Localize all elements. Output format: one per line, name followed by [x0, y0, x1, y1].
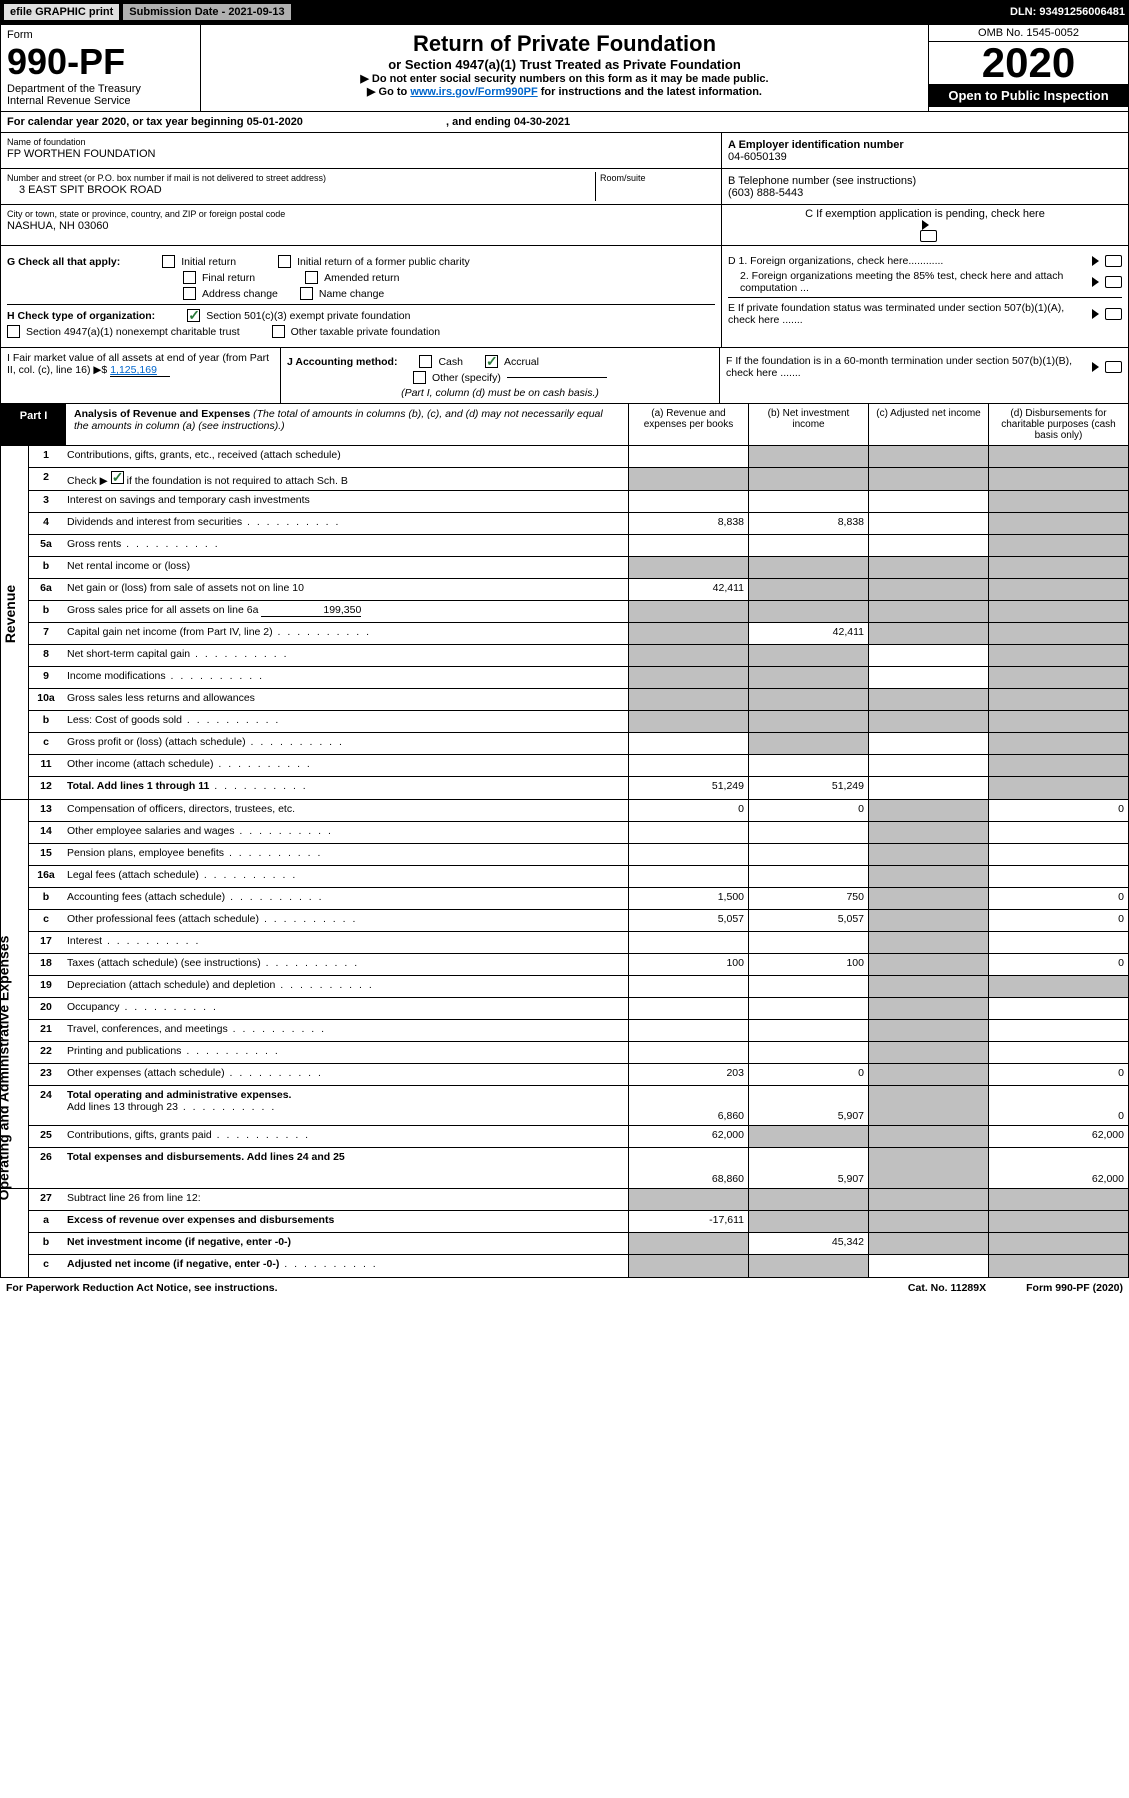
checkbox-address[interactable] [183, 287, 196, 300]
phone-row: B Telephone number (see instructions) (6… [722, 169, 1128, 205]
check-left: G Check all that apply: Initial return I… [1, 246, 721, 347]
city-state-zip: NASHUA, NH 03060 [7, 220, 109, 232]
page-footer: For Paperwork Reduction Act Notice, see … [0, 1278, 1129, 1298]
checkbox-initial-former[interactable] [278, 255, 291, 268]
expenses-tab: Operating and Administrative Expenses [1, 800, 29, 1188]
dept2: Internal Revenue Service [7, 95, 194, 107]
col-a-hdr: (a) Revenue and expenses per books [628, 404, 748, 445]
fmv-section: I Fair market value of all assets at end… [0, 348, 1129, 404]
checkbox-e[interactable] [1105, 308, 1122, 320]
checkbox-501c3[interactable] [187, 309, 200, 322]
revenue-rows: 1Contributions, gifts, grants, etc., rec… [29, 446, 1128, 799]
checkbox-f[interactable] [1105, 361, 1122, 373]
tax-year: 2020 [929, 42, 1128, 84]
checkbox-c[interactable] [920, 230, 937, 242]
check-right: D 1. Foreign organizations, check here..… [721, 246, 1128, 347]
checkbox-schb[interactable] [111, 471, 124, 484]
form-header: Form 990-PF Department of the Treasury I… [0, 24, 1129, 112]
foundation-name-row: Name of foundation FP WORTHEN FOUNDATION [1, 133, 721, 169]
checkbox-cash[interactable] [419, 355, 432, 368]
dln: DLN: 93491256006481 [1010, 6, 1125, 18]
top-bar: efile GRAPHIC print Submission Date - 20… [0, 0, 1129, 24]
dept1: Department of the Treasury [7, 83, 194, 95]
efile-badge: efile GRAPHIC print [4, 4, 119, 20]
irs-link[interactable]: www.irs.gov/Form990PF [410, 86, 537, 98]
part1-header: Part I Analysis of Revenue and Expenses … [0, 404, 1129, 446]
column-headers: (a) Revenue and expenses per books (b) N… [628, 404, 1128, 445]
arrow-icon [1092, 277, 1099, 287]
ein-row: A Employer identification number 04-6050… [722, 133, 1128, 169]
h-row: H Check type of organization: Section 50… [7, 304, 715, 322]
part-description: Analysis of Revenue and Expenses (The to… [66, 404, 628, 445]
checkbox-other-method[interactable] [413, 371, 426, 384]
fmv-right: F If the foundation is in a 60-month ter… [719, 348, 1128, 403]
form-title: Return of Private Foundation [211, 31, 918, 57]
checkbox-d1[interactable] [1105, 255, 1122, 267]
open-inspection: Open to Public Inspection [929, 84, 1128, 107]
meta-right: A Employer identification number 04-6050… [721, 133, 1128, 245]
col-b-hdr: (b) Net investment income [748, 404, 868, 445]
checkbox-other-taxable[interactable] [272, 325, 285, 338]
fmv-center: J Accounting method: Cash Accrual Other … [281, 348, 719, 403]
room-label: Room/suite [600, 173, 646, 183]
checkbox-amended[interactable] [305, 271, 318, 284]
revenue-tab: Revenue [1, 446, 29, 799]
check-section: G Check all that apply: Initial return I… [0, 246, 1129, 348]
form-ref: Form 990-PF (2020) [1026, 1282, 1123, 1294]
net-tab [1, 1189, 29, 1277]
form-subtitle: or Section 4947(a)(1) Trust Treated as P… [211, 57, 918, 72]
street-address: 3 EAST SPIT BROOK ROAD [7, 184, 162, 196]
cat-no: Cat. No. 11289X [908, 1282, 986, 1294]
paperwork-notice: For Paperwork Reduction Act Notice, see … [6, 1282, 278, 1294]
g-row: G Check all that apply: Initial return I… [7, 255, 715, 268]
header-center: Return of Private Foundation or Section … [201, 25, 928, 111]
arrow-icon [922, 220, 929, 230]
checkbox-initial[interactable] [162, 255, 175, 268]
foundation-name: FP WORTHEN FOUNDATION [7, 148, 156, 160]
checkbox-accrual[interactable] [485, 355, 498, 368]
revenue-section: Revenue 1Contributions, gifts, grants, e… [0, 446, 1129, 800]
expenses-section: Operating and Administrative Expenses 13… [0, 800, 1129, 1189]
city-row: City or town, state or province, country… [1, 205, 721, 241]
calendar-year-row: For calendar year 2020, or tax year begi… [0, 112, 1129, 133]
submission-date: Submission Date - 2021-09-13 [123, 4, 290, 20]
arrow-icon [1092, 362, 1099, 372]
fmv-value[interactable]: 1,125,169 [110, 364, 170, 377]
warn1: ▶ Do not enter social security numbers o… [211, 72, 918, 85]
expense-rows: 13Compensation of officers, directors, t… [29, 800, 1128, 1188]
exemption-row: C If exemption application is pending, c… [722, 205, 1128, 245]
meta-block: Name of foundation FP WORTHEN FOUNDATION… [0, 133, 1129, 246]
address-row: Number and street (or P.O. box number if… [1, 169, 721, 205]
form-number: 990-PF [7, 41, 194, 83]
checkbox-final[interactable] [183, 271, 196, 284]
part-label: Part I [1, 404, 66, 445]
fmv-left: I Fair market value of all assets at end… [1, 348, 281, 403]
arrow-icon [1092, 309, 1099, 319]
meta-left: Name of foundation FP WORTHEN FOUNDATION… [1, 133, 721, 245]
ein: 04-6050139 [728, 151, 1122, 163]
phone: (603) 888-5443 [728, 187, 1122, 199]
col-c-hdr: (c) Adjusted net income [868, 404, 988, 445]
net-rows: 27Subtract line 26 from line 12: aExcess… [29, 1189, 1128, 1277]
col-d-hdr: (d) Disbursements for charitable purpose… [988, 404, 1128, 445]
checkbox-d2[interactable] [1105, 276, 1122, 288]
checkbox-4947[interactable] [7, 325, 20, 338]
arrow-icon [1092, 256, 1099, 266]
checkbox-name[interactable] [300, 287, 313, 300]
header-left: Form 990-PF Department of the Treasury I… [1, 25, 201, 111]
form-label: Form [7, 29, 194, 41]
net-section: 27Subtract line 26 from line 12: aExcess… [0, 1189, 1129, 1278]
header-right: OMB No. 1545-0052 2020 Open to Public In… [928, 25, 1128, 111]
warn2: ▶ Go to www.irs.gov/Form990PF for instru… [211, 85, 918, 98]
